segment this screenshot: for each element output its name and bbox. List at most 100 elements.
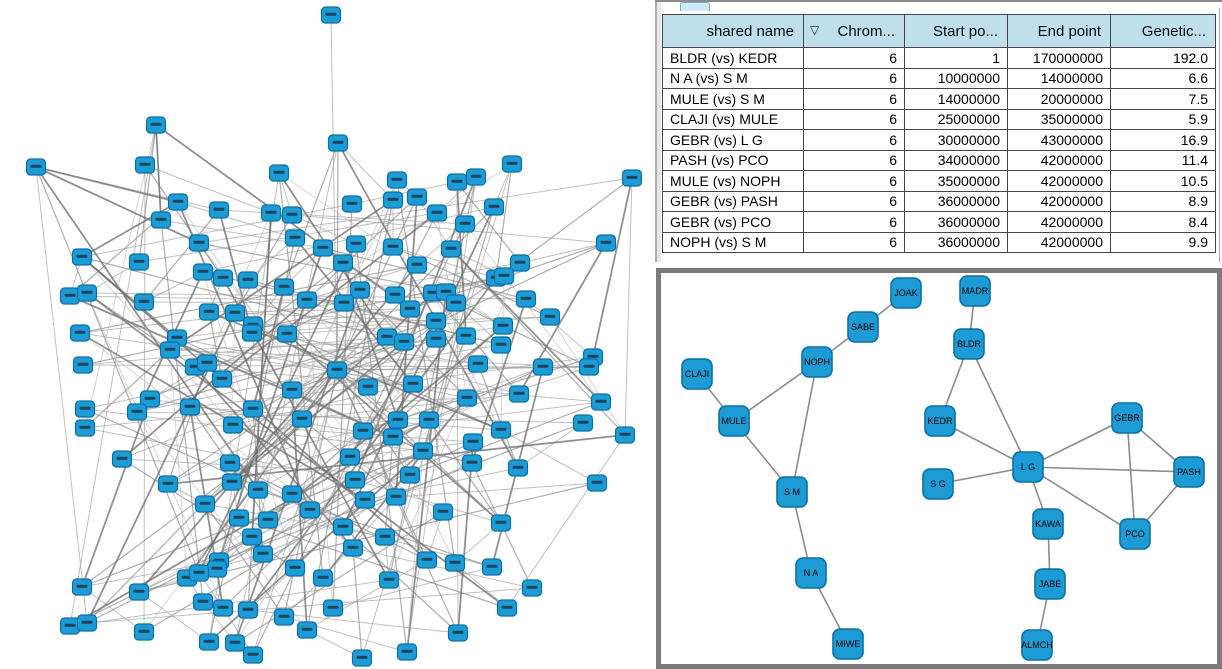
network-node[interactable] [508, 385, 530, 403]
network-node[interactable] [382, 191, 404, 209]
table-row[interactable]: CLAJI (vs) MULE 6 25000000 35000000 5.9 [662, 108, 1216, 130]
network-node-BLDR[interactable]: BLDR [953, 328, 985, 360]
network-node[interactable] [399, 466, 421, 484]
network-node[interactable] [496, 599, 518, 617]
table-cell[interactable]: BLDR (vs) KEDR [662, 47, 804, 69]
network-node[interactable] [492, 317, 514, 335]
table-cell[interactable]: N A (vs) S M [662, 67, 804, 89]
network-node[interactable] [332, 254, 354, 272]
table-cell[interactable]: 10000000 [904, 67, 1008, 89]
column-header-chromosome[interactable]: ▽ Chrom... [803, 14, 905, 48]
table-cell[interactable]: 6 [803, 149, 905, 171]
network-node[interactable] [128, 253, 150, 271]
network-node[interactable] [339, 448, 361, 466]
network-node-MADR[interactable]: MADR [959, 275, 991, 307]
network-node[interactable] [326, 361, 348, 379]
network-node[interactable] [418, 411, 440, 429]
network-node[interactable] [393, 333, 415, 351]
network-node[interactable] [445, 294, 467, 312]
network-node[interactable] [406, 256, 428, 274]
network-node[interactable] [357, 378, 379, 396]
network-node-NOPH[interactable]: NOPH [801, 346, 833, 378]
detail-network-canvas[interactable]: JOAK MADR SABE BLDR NOPH CLAJI KEDR GEBR MULE L G… [661, 273, 1217, 664]
table-cell[interactable]: 1 [904, 47, 1008, 69]
network-node[interactable] [128, 583, 150, 601]
network-node[interactable] [221, 473, 243, 491]
network-node[interactable] [72, 356, 94, 374]
table-cell[interactable]: PASH (vs) PCO [662, 149, 804, 171]
network-node[interactable] [490, 514, 512, 532]
network-node[interactable] [273, 278, 295, 296]
network-node[interactable] [412, 442, 434, 460]
network-node[interactable] [521, 579, 543, 597]
network-node[interactable] [406, 188, 428, 206]
network-node[interactable] [192, 593, 214, 611]
network-node[interactable] [242, 400, 264, 418]
network-node-PCO[interactable]: PCO [1119, 518, 1151, 550]
network-node[interactable] [179, 398, 201, 416]
network-node[interactable] [194, 495, 216, 513]
network-node[interactable] [71, 578, 93, 596]
network-node[interactable] [342, 539, 364, 557]
network-node[interactable] [242, 646, 264, 664]
network-node[interactable] [332, 518, 354, 536]
network-node[interactable] [493, 267, 515, 285]
network-node[interactable] [76, 614, 98, 632]
table-cell[interactable]: 42000000 [1007, 149, 1111, 171]
network-node[interactable] [134, 156, 156, 174]
network-node[interactable] [296, 621, 318, 639]
network-node[interactable] [111, 450, 133, 468]
table-cell[interactable]: MULE (vs) S M [662, 88, 804, 110]
table-cell[interactable]: 6 [803, 47, 905, 69]
table-cell[interactable]: 192.0 [1110, 47, 1216, 69]
table-cell[interactable]: 8.9 [1110, 190, 1216, 212]
network-node-SABE[interactable]: SABE [847, 311, 879, 343]
network-node[interactable] [507, 459, 529, 477]
table-cell[interactable]: 43000000 [1007, 129, 1111, 151]
table-cell[interactable]: 42000000 [1007, 170, 1111, 192]
network-node[interactable] [384, 286, 406, 304]
network-node-KEDR[interactable]: KEDR [924, 405, 956, 437]
network-node[interactable] [396, 643, 418, 661]
table-cell[interactable]: 6 [803, 170, 905, 192]
network-node[interactable] [237, 601, 259, 619]
network-node[interactable] [382, 428, 404, 446]
table-cell[interactable]: 10.5 [1110, 170, 1216, 192]
network-node[interactable] [501, 155, 523, 173]
table-cell[interactable]: 35000000 [904, 170, 1008, 192]
table-cell[interactable]: 170000000 [1007, 47, 1111, 69]
network-node[interactable] [341, 195, 363, 213]
table-cell[interactable]: 7.5 [1110, 88, 1216, 110]
network-node-KAWA[interactable]: KAWA [1032, 508, 1064, 540]
network-node-PASH[interactable]: PASH [1173, 456, 1205, 488]
table-cell[interactable]: GEBR (vs) PCO [662, 211, 804, 233]
network-node[interactable] [454, 215, 476, 233]
network-node[interactable] [376, 328, 398, 346]
network-node[interactable] [281, 381, 303, 399]
network-node-GEBR[interactable]: GEBR [1111, 402, 1143, 434]
network-node-SG[interactable]: S G [922, 468, 954, 500]
network-node[interactable] [296, 291, 318, 309]
table-tab[interactable] [680, 2, 710, 11]
network-node[interactable] [461, 454, 483, 472]
table-cell[interactable]: GEBR (vs) PASH [662, 190, 804, 212]
network-node[interactable] [440, 240, 462, 258]
network-node[interactable] [192, 263, 214, 281]
network-node[interactable] [483, 198, 505, 216]
network-node[interactable] [74, 400, 96, 418]
table-row[interactable]: GEBR (vs) PASH 6 36000000 42000000 8.9 [662, 190, 1216, 212]
network-node[interactable] [456, 389, 478, 407]
network-node[interactable] [595, 234, 617, 252]
network-node-MULE[interactable]: MULE [718, 405, 750, 437]
network-node[interactable] [455, 327, 477, 345]
table-cell[interactable]: 14000000 [1007, 67, 1111, 89]
network-node[interactable] [291, 410, 313, 428]
network-node[interactable] [590, 393, 612, 411]
network-node[interactable] [159, 341, 181, 359]
network-node[interactable] [349, 281, 371, 299]
table-cell[interactable]: 14000000 [904, 88, 1008, 110]
network-node[interactable] [387, 411, 409, 429]
network-node[interactable] [586, 474, 608, 492]
network-node[interactable] [59, 617, 81, 635]
network-node[interactable] [247, 481, 269, 499]
